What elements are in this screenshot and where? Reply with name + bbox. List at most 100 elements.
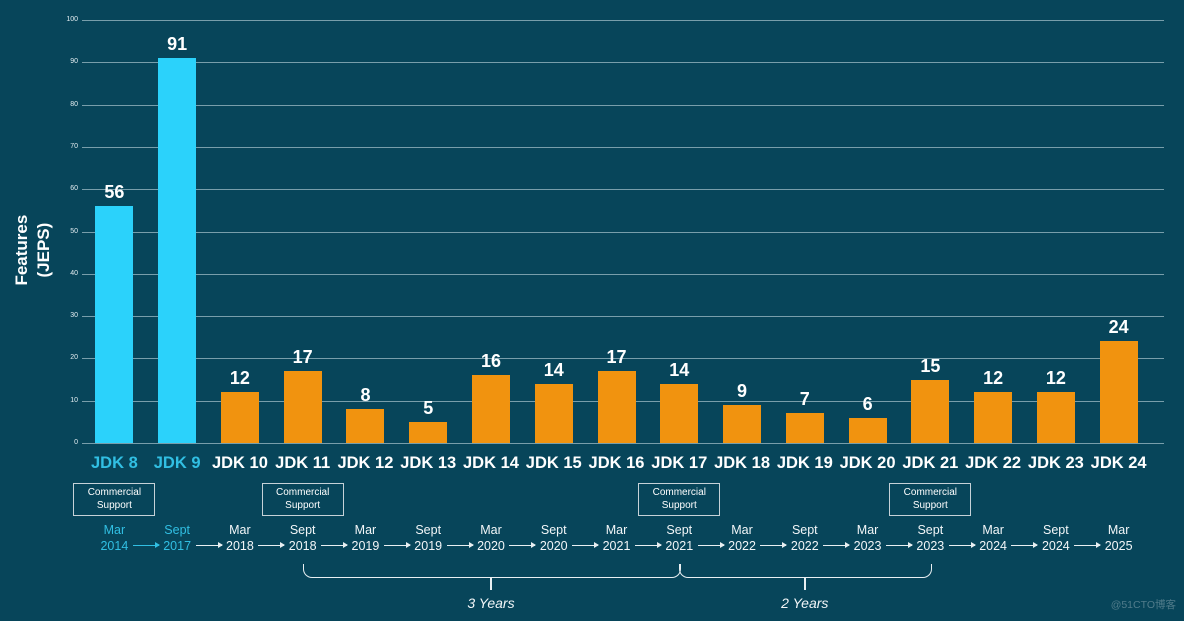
duration-label: 2 Years bbox=[781, 595, 829, 611]
chart-column: 17 JDK 16 Mar 2021 bbox=[585, 20, 662, 580]
bar-zone: 14 bbox=[522, 20, 585, 443]
y-tick-label: 50 bbox=[70, 227, 78, 235]
timeline-year: 2019 bbox=[414, 539, 443, 553]
commercial-support-zone bbox=[1087, 481, 1150, 522]
timeline-arrow-icon bbox=[634, 542, 662, 548]
commercial-support-zone bbox=[773, 481, 836, 522]
timeline-entry: Mar 2025 bbox=[1087, 522, 1150, 562]
jdk-label: JDK 15 bbox=[525, 454, 582, 472]
chart-column: 12 JDK 22 Mar 2024 bbox=[962, 20, 1039, 580]
timeline-year: 2020 bbox=[539, 539, 568, 553]
chart-column: 6 JDK 20 Mar 2023 bbox=[836, 20, 913, 580]
jdk-label: JDK 22 bbox=[965, 454, 1022, 472]
timeline-year: 2025 bbox=[1104, 539, 1133, 553]
timeline-entry: Mar 2021 bbox=[585, 522, 662, 562]
timeline-year: 2022 bbox=[790, 539, 819, 553]
jdk-label: JDK 23 bbox=[1027, 454, 1084, 472]
jdk-label: JDK 16 bbox=[588, 454, 645, 472]
commercial-support-box: Commercial Support bbox=[261, 483, 344, 516]
jdk-bar bbox=[723, 404, 762, 443]
chart-column: 14 JDK 15 Sept 2020 bbox=[522, 20, 600, 580]
bar-value-label: 17 bbox=[292, 347, 313, 368]
timeline-year: 2024 bbox=[1041, 539, 1070, 553]
jdk-label: JDK 17 bbox=[651, 454, 708, 472]
chart-column: 17 JDK 11 Commercial Support Sept 2018 bbox=[261, 20, 349, 580]
gridline bbox=[82, 273, 1164, 275]
gridline bbox=[82, 189, 1164, 191]
timeline-year: 2018 bbox=[226, 539, 254, 553]
timeline-year: 2017 bbox=[163, 539, 192, 553]
gridline bbox=[82, 443, 1164, 444]
gridline bbox=[82, 316, 1164, 318]
jdk-bar bbox=[158, 58, 197, 443]
timeline-year: 2024 bbox=[979, 539, 1007, 553]
timeline-month: Sept bbox=[791, 523, 818, 537]
commercial-support-label: Commercial bbox=[276, 487, 330, 498]
gridline bbox=[82, 146, 1164, 148]
bar-value-label: 24 bbox=[1108, 317, 1129, 338]
columns-layer: 56 JDK 8 Commercial Support Mar 2014 91 JDK 9 Se… bbox=[73, 20, 1150, 580]
timeline-month: Mar bbox=[103, 523, 126, 537]
bar-zone: 91 bbox=[146, 20, 209, 443]
commercial-support-label: Support bbox=[285, 500, 321, 511]
jdk-bar bbox=[974, 392, 1013, 443]
jdk-label: JDK 19 bbox=[776, 454, 833, 472]
bar-value-label: 14 bbox=[543, 359, 564, 380]
timeline-month: Sept bbox=[289, 523, 316, 537]
timeline-month: Mar bbox=[229, 523, 251, 537]
timeline-arrow-icon bbox=[446, 542, 474, 548]
timeline-arrow-icon bbox=[948, 542, 976, 548]
timeline-year: 2020 bbox=[477, 539, 505, 553]
jdk-bar bbox=[911, 379, 950, 443]
jdk-bar bbox=[534, 383, 573, 443]
bar-value-label: 9 bbox=[737, 380, 748, 401]
chart-column: 12 JDK 23 Sept 2024 bbox=[1024, 20, 1102, 580]
timeline-month: Sept bbox=[1043, 523, 1069, 537]
chart-column: 9 JDK 18 Mar 2022 bbox=[711, 20, 788, 580]
duration-brace bbox=[302, 564, 682, 578]
jdk-bar bbox=[283, 371, 322, 443]
duration-brace bbox=[679, 564, 933, 578]
commercial-support-zone bbox=[334, 481, 397, 522]
timeline-month: Mar bbox=[605, 523, 628, 537]
gridline bbox=[82, 20, 1164, 21]
jdk-bar bbox=[220, 392, 259, 443]
bar-value-label: 8 bbox=[360, 385, 371, 406]
timeline-year: 2021 bbox=[665, 539, 694, 553]
jdk-bar bbox=[409, 421, 448, 443]
bar-zone: 12 bbox=[209, 20, 272, 443]
timeline-arrow-icon bbox=[697, 542, 725, 548]
jdk-bar bbox=[1036, 392, 1075, 443]
y-tick-label: 20 bbox=[70, 354, 78, 362]
chart-column: 56 JDK 8 Commercial Support Mar 2014 bbox=[73, 20, 160, 580]
bar-value-label: 6 bbox=[862, 393, 873, 414]
commercial-support-label: Support bbox=[661, 500, 697, 511]
commercial-support-zone bbox=[460, 481, 523, 522]
commercial-support-zone bbox=[711, 481, 774, 522]
timeline-entry: Mar 2023 bbox=[836, 522, 913, 562]
commercial-support-label: Support bbox=[96, 500, 132, 511]
timeline-year: 2023 bbox=[853, 539, 882, 553]
y-axis-label: Features (JEPS) bbox=[11, 170, 55, 330]
chart-column: 14 JDK 17 Commercial Support Sept 2021 bbox=[638, 20, 725, 580]
gridline bbox=[82, 104, 1164, 106]
y-tick-label: 70 bbox=[70, 142, 78, 150]
bar-zone: 5 bbox=[397, 20, 460, 443]
commercial-support-box: Commercial Support bbox=[73, 483, 156, 516]
timeline-year: 2018 bbox=[288, 539, 317, 553]
timeline-month: Sept bbox=[540, 523, 567, 537]
y-tick-label: 80 bbox=[70, 100, 78, 108]
duration-label: 3 Years bbox=[467, 595, 515, 611]
bar-zone: 24 bbox=[1087, 20, 1150, 443]
timeline-entry: Mar 2014 bbox=[83, 522, 160, 562]
y-axis-label-line1: Features bbox=[11, 214, 31, 286]
timeline-arrow-icon bbox=[1074, 542, 1102, 548]
gridline bbox=[82, 62, 1164, 64]
timeline-entry: Mar 2022 bbox=[711, 522, 788, 562]
bar-zone: 7 bbox=[773, 20, 836, 443]
timeline-month: Sept bbox=[415, 523, 442, 537]
jdk-bar bbox=[1099, 341, 1138, 443]
commercial-support-box: Commercial Support bbox=[638, 483, 721, 516]
bar-zone: 16 bbox=[460, 20, 523, 443]
chart-column: 5 JDK 13 Sept 2019 bbox=[397, 20, 474, 580]
